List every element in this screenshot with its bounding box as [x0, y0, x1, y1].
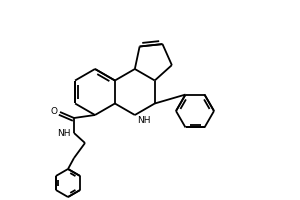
Text: NH: NH: [137, 116, 150, 125]
Text: NH: NH: [58, 129, 71, 138]
Text: O: O: [51, 108, 58, 116]
